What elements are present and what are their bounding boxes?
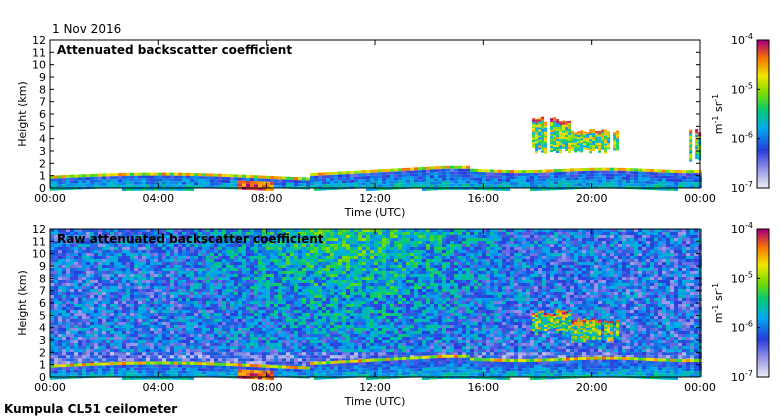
x-tick-label: 12:00 [359,381,391,394]
y-axis-label: Height (km) [16,81,29,147]
x-tick-label: 04:00 [142,381,174,394]
heatmap-texture [50,116,702,191]
y-tick-label: 9 [39,260,46,273]
instrument-label: Kumpula CL51 ceilometer [4,402,178,416]
colorbar-tick-label: 10-7 [731,369,753,384]
y-tick-label: 12 [32,223,46,236]
x-tick-label: 08:00 [251,192,283,205]
y-tick-label: 4 [39,133,46,146]
y-tick-label: 8 [39,83,46,96]
y-tick-label: 3 [39,145,46,158]
x-tick-label: 20:00 [576,192,608,205]
y-tick-label: 9 [39,71,46,84]
x-axis-label: Time (UTC) [344,206,406,219]
y-tick-label: 7 [39,285,46,298]
colorbar-tick-label: 10-4 [731,221,753,236]
x-tick-label: 08:00 [251,381,283,394]
heatmap-texture [50,229,702,380]
y-tick-label: 10 [32,248,46,261]
x-tick-label: 00:00 [684,192,716,205]
y-tick-label: 6 [39,297,46,310]
y-tick-label: 1 [39,359,46,372]
y-tick-label: 0 [39,182,46,195]
panel-title: Raw attenuated backscatter coefficient [57,232,324,246]
panel-title: Attenuated backscatter coefficient [57,43,292,57]
colorbar: 10-7 10-6 10-5 10-4 m-1 sr-1 [711,221,770,384]
y-tick-label: 3 [39,334,46,347]
colorbar-tick-label: 10-6 [731,320,753,335]
x-tick-label: 16:00 [467,192,499,205]
y-tick-label: 6 [39,108,46,121]
colorbar-tick-label: 10-4 [731,32,753,47]
x-axis-label: Time (UTC) [344,395,406,408]
y-tick-label: 4 [39,322,46,335]
colorbar-tick-label: 10-5 [731,270,753,285]
y-tick-label: 10 [32,59,46,72]
y-tick-label: 2 [39,157,46,170]
y-tick-label: 11 [32,235,46,248]
y-tick-label: 0 [39,371,46,384]
y-tick-label: 12 [32,34,46,47]
colorbar-tick-label: 10-5 [731,81,753,96]
colorbar-unit-label: m-1 sr-1 [711,283,725,323]
y-tick-label: 11 [32,46,46,59]
x-tick-label: 12:00 [359,192,391,205]
colorbar-tick-label: 10-6 [731,131,753,146]
y-tick-label: 5 [39,120,46,133]
colorbar: 10-7 10-6 10-5 10-4 m-1 sr-1 [711,32,770,195]
colorbar-tick-label: 10-7 [731,180,753,195]
y-tick-label: 2 [39,346,46,359]
y-tick-label: 5 [39,309,46,322]
y-tick-label: 8 [39,272,46,285]
y-tick-label: 7 [39,96,46,109]
y-axis-label: Height (km) [16,270,29,336]
plot-area [50,40,700,188]
x-tick-label: 16:00 [467,381,499,394]
date-label: 1 Nov 2016 [52,22,122,36]
x-tick-label: 20:00 [576,381,608,394]
colorbar-unit-label: m-1 sr-1 [711,94,725,134]
y-tick-label: 1 [39,170,46,183]
x-tick-label: 00:00 [684,381,716,394]
x-tick-label: 00:00 [34,381,66,394]
x-tick-label: 00:00 [34,192,66,205]
x-tick-label: 04:00 [142,192,174,205]
